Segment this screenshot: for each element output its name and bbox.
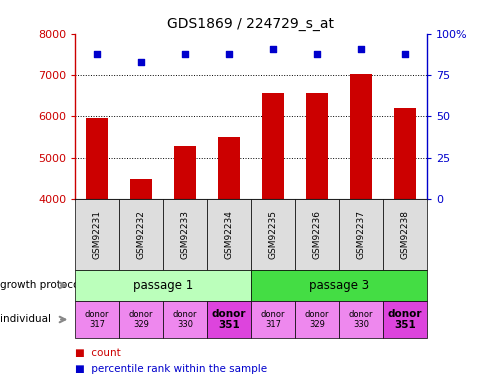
Bar [130,179,152,199]
Bar [261,93,283,199]
Text: individual: individual [0,315,51,324]
Text: GSM92238: GSM92238 [399,210,408,259]
Text: donor
329: donor 329 [304,310,329,329]
Text: GSM92234: GSM92234 [224,210,233,259]
Text: ■  percentile rank within the sample: ■ percentile rank within the sample [75,364,267,375]
Text: donor
317: donor 317 [260,310,285,329]
Point [400,51,408,57]
Text: donor
351: donor 351 [387,309,421,330]
Title: GDS1869 / 224729_s_at: GDS1869 / 224729_s_at [167,17,334,32]
Bar [349,74,371,199]
Text: donor
330: donor 330 [348,310,372,329]
Bar [174,146,196,199]
Text: GSM92237: GSM92237 [356,210,364,259]
Text: growth protocol: growth protocol [0,280,82,290]
Point [356,46,364,52]
Text: donor
330: donor 330 [172,310,197,329]
Point [225,51,232,57]
Bar [305,93,327,199]
Text: passage 3: passage 3 [308,279,368,292]
Text: GSM92235: GSM92235 [268,210,277,259]
Point [312,51,320,57]
Text: GSM92236: GSM92236 [312,210,321,259]
Point [137,59,145,65]
Text: GSM92231: GSM92231 [92,210,102,259]
Text: donor
351: donor 351 [212,309,246,330]
Bar [393,108,415,199]
Point [93,51,101,57]
Point [181,51,189,57]
Text: donor
317: donor 317 [85,310,109,329]
Text: donor
329: donor 329 [129,310,153,329]
Bar [218,137,240,199]
Text: passage 1: passage 1 [133,279,193,292]
Point [269,46,276,52]
Text: ■  count: ■ count [75,348,121,358]
Text: GSM92233: GSM92233 [180,210,189,259]
Bar [86,118,108,199]
Text: GSM92232: GSM92232 [136,210,145,259]
